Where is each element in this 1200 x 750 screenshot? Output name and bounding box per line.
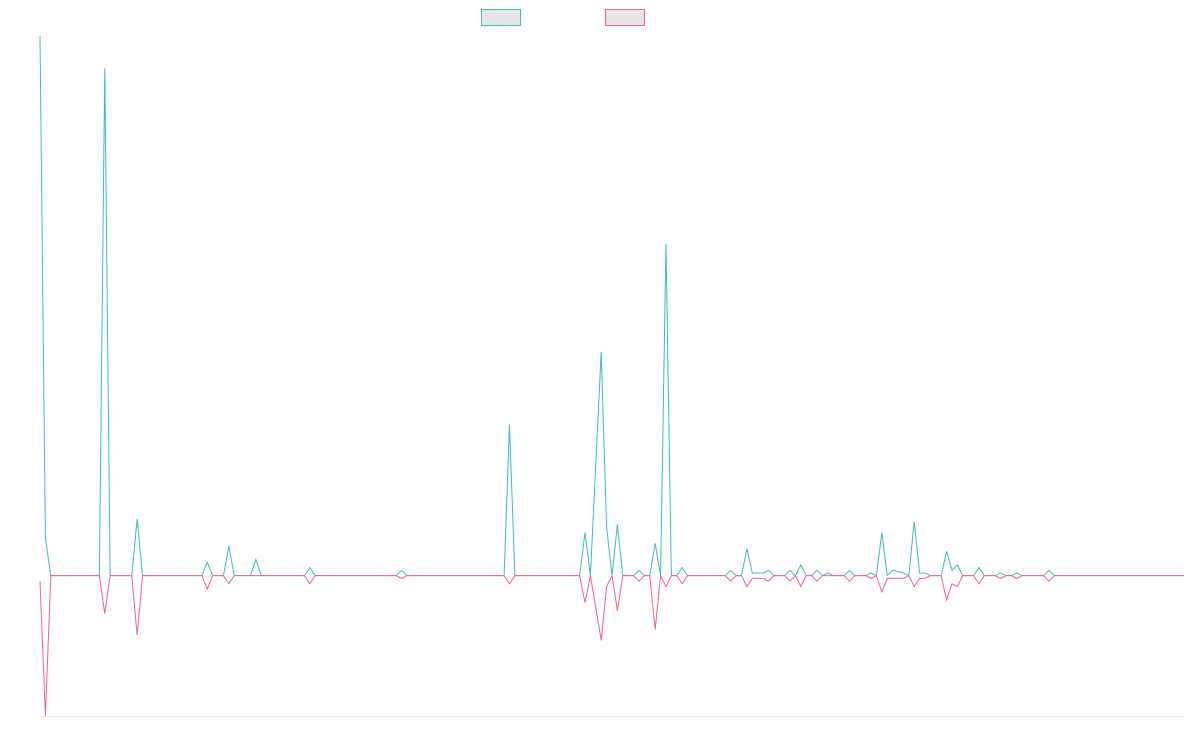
series-line-2: [39, 573, 1184, 717]
chart-legend: [481, 9, 645, 26]
legend-swatch-2[interactable]: [605, 9, 645, 26]
legend-swatch-1[interactable]: [481, 9, 521, 26]
plot-area: [39, 35, 1184, 717]
series-line-1: [39, 35, 1184, 577]
